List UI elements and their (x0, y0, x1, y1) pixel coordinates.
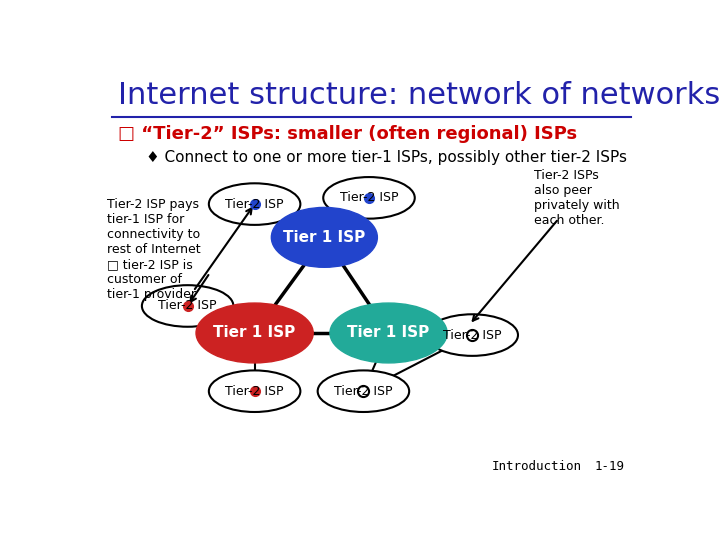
Text: Tier-2 ISPs
also peer
privately with
each other.: Tier-2 ISPs also peer privately with eac… (534, 168, 619, 227)
Ellipse shape (142, 285, 233, 327)
Text: Tier 1 ISP: Tier 1 ISP (283, 230, 366, 245)
Text: Tier-2 ISP pays
tier-1 ISP for
connectivity to
rest of Internet
□ tier-2 ISP is
: Tier-2 ISP pays tier-1 ISP for connectiv… (107, 198, 200, 301)
Text: Tier 1 ISP: Tier 1 ISP (348, 326, 430, 341)
Text: Tier-2 ISP: Tier-2 ISP (334, 384, 392, 397)
Text: 1-19: 1-19 (595, 460, 625, 473)
Ellipse shape (323, 177, 415, 219)
Ellipse shape (330, 303, 447, 363)
Ellipse shape (209, 370, 300, 412)
Ellipse shape (209, 183, 300, 225)
Ellipse shape (318, 370, 409, 412)
Ellipse shape (426, 314, 518, 356)
Text: Tier-2 ISP: Tier-2 ISP (225, 198, 284, 211)
Text: ♦ Connect to one or more tier-1 ISPs, possibly other tier-2 ISPs: ♦ Connect to one or more tier-1 ISPs, po… (145, 150, 627, 165)
Text: □ “Tier-2” ISPs: smaller (often regional) ISPs: □ “Tier-2” ISPs: smaller (often regional… (118, 125, 577, 143)
Text: Tier-2 ISP: Tier-2 ISP (340, 191, 398, 204)
Ellipse shape (271, 207, 377, 267)
Ellipse shape (196, 303, 313, 363)
Text: Tier 1 ISP: Tier 1 ISP (214, 326, 296, 341)
Text: Tier-2 ISP: Tier-2 ISP (225, 384, 284, 397)
Text: Tier-2 ISP: Tier-2 ISP (158, 300, 217, 313)
Text: Introduction: Introduction (492, 460, 582, 473)
Text: Internet structure: network of networks: Internet structure: network of networks (118, 82, 720, 111)
Text: Tier-2 ISP: Tier-2 ISP (443, 328, 501, 342)
